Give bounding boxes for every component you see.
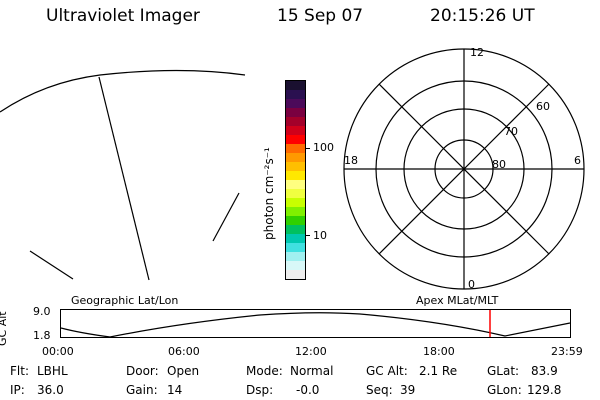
timeline-xtick-1800: 18:00 [423,345,455,358]
meridian-line [98,76,150,281]
gain-label: Gain: [126,383,158,397]
colorbar-segment [286,189,305,198]
date-label: 15 Sep 07 [277,6,364,26]
glat-label: GLat: [487,364,520,378]
latitude-segment [29,250,74,280]
timeline-xtick-0000: 00:00 [42,345,74,358]
colorbar-segment [286,90,305,99]
coast-segment [212,192,240,242]
diagonal-line-2 [378,83,550,255]
mode-label: Mode: [246,364,283,378]
colorbar-segment [286,216,305,225]
colorbar-tick-label-10: 10 [313,229,327,242]
colorbar-segment [286,162,305,171]
timeline-xtick-2359: 23:59 [551,345,583,358]
timeline-left-title: Geographic Lat/Lon [71,294,179,307]
colorbar-segment [286,153,305,162]
colorbar-segment [286,144,305,153]
color-scale-bar [285,80,306,280]
polar-mlt-plot: 12 0 18 6 60 70 80 [343,46,585,291]
colorbar-segment [286,108,305,117]
colorbar-segment [286,207,305,216]
colorbar-segment [286,99,305,108]
mlt-label-6: 6 [574,154,581,167]
ip-value: 36.0 [37,383,64,397]
filter-label: Flt: [10,364,29,378]
colorbar-tick-10 [306,235,310,236]
map-boundary-arc [0,69,246,113]
gc-alt-value: 2.1 Re [419,364,458,378]
seq-value: 39 [400,383,416,397]
mlat-label-70: 70 [504,125,518,138]
colorbar-segment [286,270,305,279]
timeline-ylabel: GC Alt [0,311,9,346]
colorbar-tick-100 [306,148,310,149]
dsp-label: Dsp: [246,383,274,397]
timeline-frame [60,309,571,338]
timeline-ytick-top: 9.0 [33,305,51,318]
colorbar-segment [286,81,305,90]
timeline-xtick-1200: 12:00 [295,345,327,358]
colorbar-segment [286,117,305,126]
mlt-label-0: 0 [468,278,475,291]
ip-label: IP: [10,383,25,397]
seq-label: Seq: [366,383,393,397]
colorbar-segment [286,171,305,180]
colorbar-segment [286,234,305,243]
glat-value: 83.9 [531,364,558,378]
timeline-ytick-bottom: 1.8 [33,329,51,342]
colorbar-segment [286,180,305,189]
colorbar-tick-label-100: 100 [313,141,334,154]
colorbar-segment [286,198,305,207]
time-label: 20:15:26 UT [430,6,535,26]
dsp-value: -0.0 [296,383,320,397]
colorbar-segment [286,261,305,270]
gc-alt-label: GC Alt: [366,364,408,378]
colorbar-segment [286,252,305,261]
mode-value: Normal [290,364,334,378]
filter-value: LBHL [37,364,68,378]
altitude-timeline [60,309,571,338]
geographic-map [0,69,246,281]
door-label: Door: [126,364,159,378]
altitude-curve [60,312,571,338]
timeline-right-title: Apex MLat/MLT [416,294,499,307]
instrument-title: Ultraviolet Imager [46,6,200,26]
gain-value: 14 [167,383,183,397]
colorbar-segment [286,135,305,144]
mlt-label-12: 12 [470,46,484,59]
colorbar-segment [286,126,305,135]
colorbar-segment [286,243,305,252]
door-value: Open [167,364,200,378]
glon-value: 129.8 [527,383,562,397]
mlat-label-60: 60 [536,100,550,113]
colorbar-segment [286,225,305,234]
mlat-label-80: 80 [492,158,506,171]
glon-label: GLon: [487,383,522,397]
timeline-xtick-0600: 06:00 [168,345,200,358]
mlt-label-18: 18 [344,154,358,167]
